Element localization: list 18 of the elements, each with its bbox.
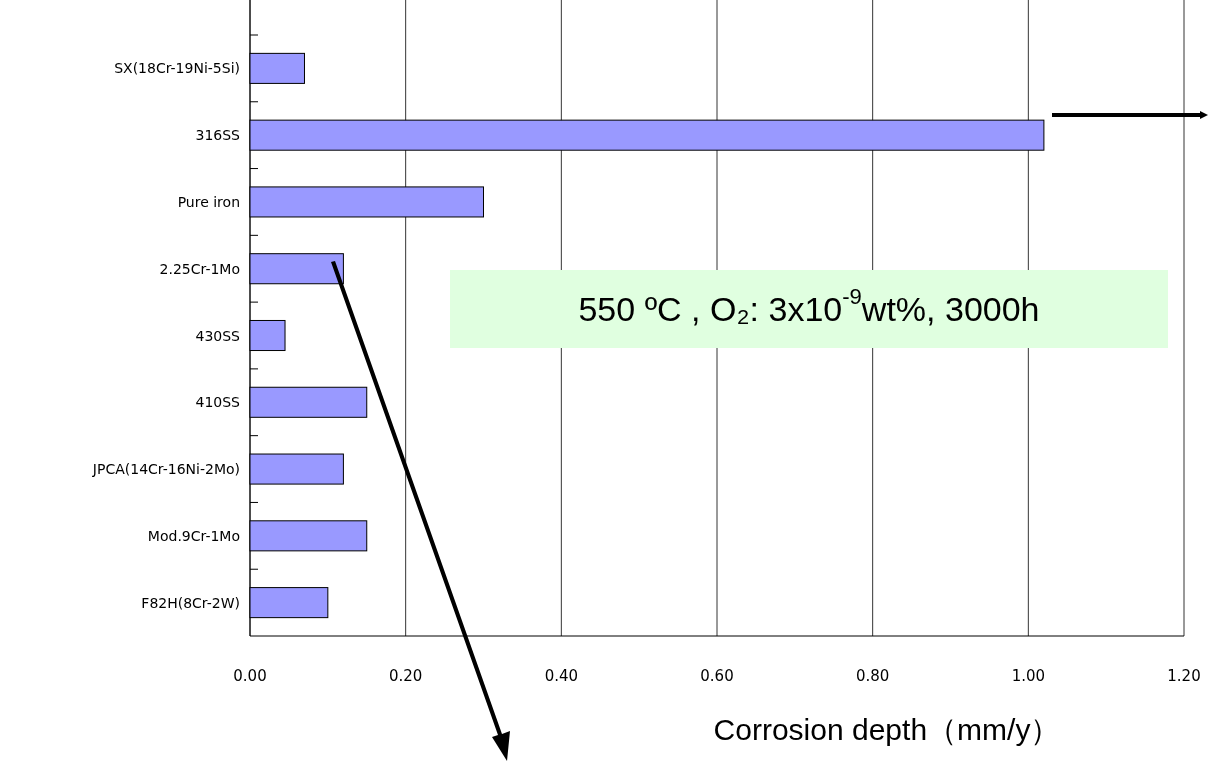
- x-tick-label: 1.20: [1167, 667, 1201, 685]
- y-tick-label: 316SS: [195, 127, 241, 144]
- y-tick-label: JPCA(14Cr-16Ni-2Mo): [91, 461, 240, 478]
- y-tick-label: Mod.9Cr-1Mo: [147, 527, 240, 544]
- x-tick-label: 0.20: [388, 667, 423, 685]
- y-tick-label: 2.25Cr-1Mo: [159, 260, 240, 277]
- x-axis-title: Corrosion depth（mm/y）: [713, 713, 1061, 746]
- y-tick-label: Pure iron: [177, 193, 240, 210]
- y-tick-label: F82H(8Cr-2W): [141, 594, 240, 611]
- y-tick-label: 410SS: [195, 394, 241, 411]
- y-tick-label: 430SS: [195, 327, 241, 344]
- x-tick-label: 0.40: [544, 667, 579, 685]
- y-tick-label: SX(18Cr-19Ni-5Si): [114, 60, 240, 77]
- annotation: 550 ºC , O₂: 3x10$^{-9}$wt%, 3000h: [578, 284, 1040, 328]
- x-tick-label: 0.80: [855, 667, 890, 685]
- x-tick-label: 0.00: [233, 667, 267, 685]
- x-tick-label: 1.00: [1011, 667, 1046, 685]
- x-tick-label: 0.60: [700, 667, 734, 685]
